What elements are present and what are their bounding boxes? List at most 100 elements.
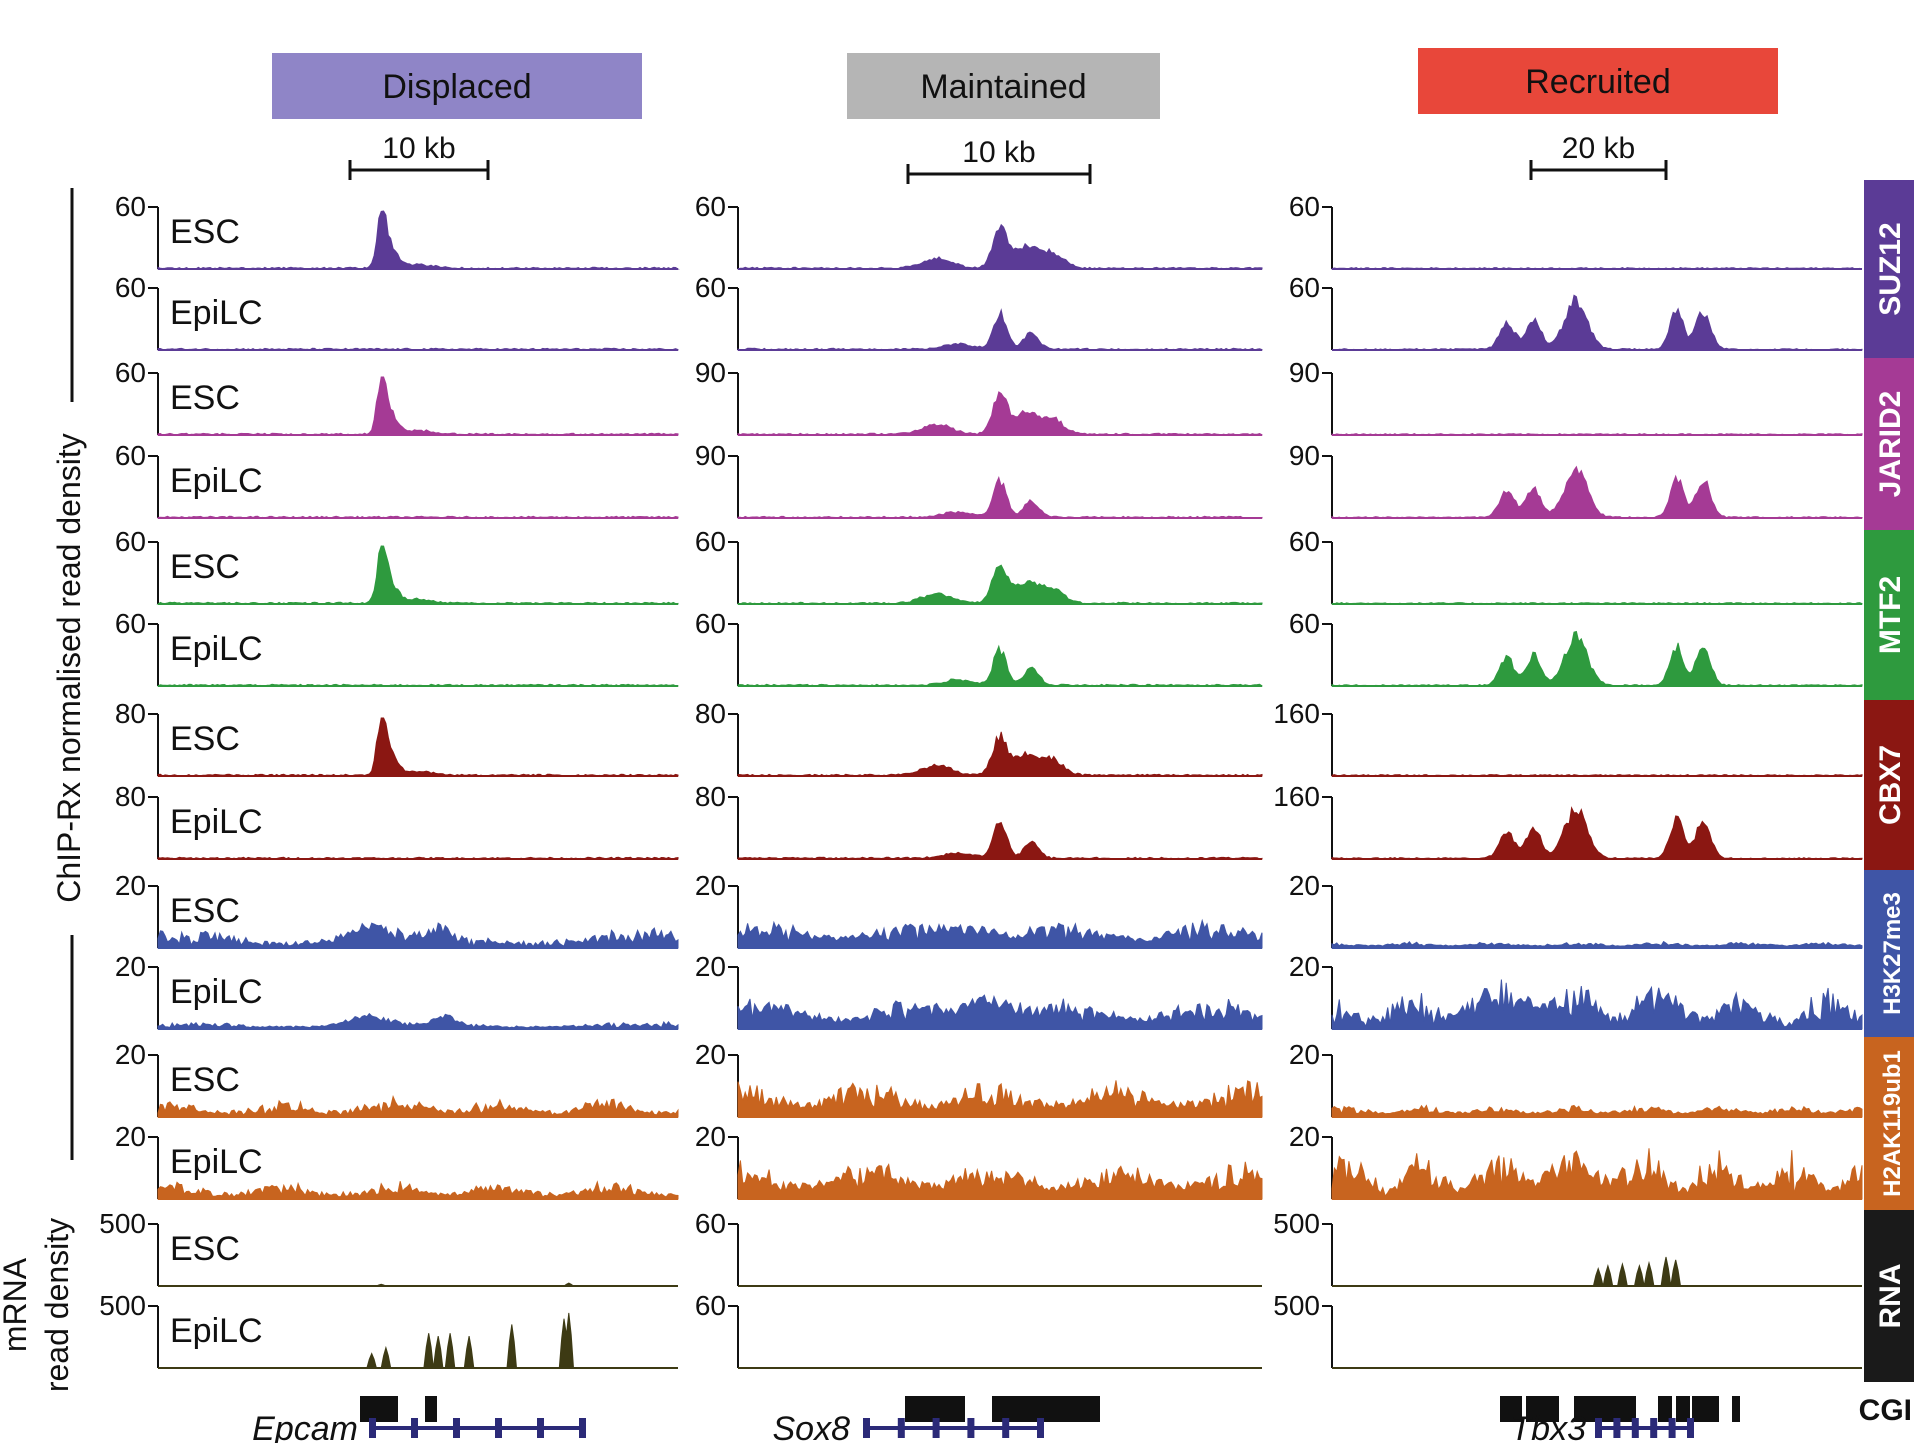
side-bar-box — [1864, 358, 1914, 530]
track-rna-epilc-maintained: 60 — [695, 1290, 1262, 1369]
scale-bar-displaced: 10 kb — [348, 132, 490, 180]
y-axis-max-label: 60 — [695, 272, 726, 303]
condition-label: EpiLC — [170, 1143, 263, 1181]
y-axis-max-label: 90 — [1289, 440, 1320, 471]
y-axis-max-label: 80 — [695, 781, 726, 812]
track-h2ak119ub1-epilc-recruited: 20 — [1289, 1121, 1863, 1200]
y-axis-max-label: 160 — [1273, 781, 1320, 812]
gene-name-label: Sox8 — [773, 1410, 851, 1443]
track-cbx7-epilc-maintained: 80 — [695, 781, 1263, 860]
signal-area — [1331, 979, 1863, 1030]
track-h2ak119ub1-esc-maintained: 20 — [695, 1039, 1263, 1118]
tracks: 60 ESC 60 60 60 EpiLC 60 60 60 ESC 90 90 60 EpiLC 90 90… — [99, 191, 1863, 1369]
track-rna-esc-maintained: 60 — [695, 1208, 1262, 1287]
track-cbx7-epilc-displaced: 80 EpiLC — [115, 781, 679, 860]
scale-bar-label: 10 kb — [962, 136, 1035, 169]
scale-bar-label: 10 kb — [382, 132, 455, 165]
track-mtf2-epilc-displaced: 60 EpiLC — [115, 608, 679, 687]
y-axis-max-label: 90 — [695, 440, 726, 471]
side-bar-h2ak119ub1: H2AK119ub1 — [1864, 1037, 1914, 1210]
condition-label: EpiLC — [170, 462, 263, 500]
gene-exon — [1037, 1418, 1044, 1438]
y-axis-max-label: 60 — [115, 272, 146, 303]
track-mtf2-esc-displaced: 60 ESC — [115, 526, 679, 605]
column-header-label: Recruited — [1525, 63, 1671, 101]
side-bar-box — [1864, 870, 1914, 1037]
condition-label: ESC — [170, 213, 240, 251]
side-bar-box — [1864, 1210, 1914, 1382]
y-axis-max-label: 500 — [99, 1290, 146, 1321]
side-bar-h3k27me3: H3K27me3 — [1864, 870, 1914, 1037]
condition-label: ESC — [170, 548, 240, 586]
y-axis-max-label: 80 — [695, 698, 726, 729]
side-bar-box — [1864, 530, 1914, 700]
track-jarid2-epilc-displaced: 60 EpiLC — [115, 440, 679, 519]
gene-exon — [1595, 1418, 1602, 1438]
rna-y-axis-label-line1: mRNA — [0, 1257, 33, 1352]
condition-label: ESC — [170, 1061, 240, 1099]
track-suz12-esc-maintained: 60 — [695, 191, 1263, 270]
side-bar-label: CBX7 — [1874, 745, 1907, 825]
condition-label: ESC — [170, 379, 240, 417]
signal-area — [1331, 630, 1863, 687]
signal-area — [157, 210, 680, 270]
condition-label: ESC — [170, 720, 240, 758]
cgi-block — [360, 1396, 398, 1422]
track-cbx7-esc-recruited: 160 — [1273, 698, 1863, 777]
y-axis-label-group: ChIP-Rx normalised read density mRNA rea… — [0, 188, 87, 1392]
gene-exon — [1687, 1418, 1694, 1438]
y-axis-max-label: 500 — [1273, 1208, 1320, 1239]
gene-model-epcam: Epcam — [252, 1396, 586, 1443]
condition-label: ESC — [170, 1230, 240, 1268]
track-h2ak119ub1-esc-displaced: 20 ESC — [115, 1039, 679, 1118]
track-h2ak119ub1-epilc-maintained: 20 — [695, 1121, 1263, 1200]
track-suz12-epilc-maintained: 60 — [695, 272, 1263, 351]
track-h2ak119ub1-esc-recruited: 20 — [1289, 1039, 1863, 1118]
track-cbx7-epilc-recruited: 160 — [1273, 781, 1863, 860]
cgi-block — [1574, 1396, 1636, 1422]
gene-exon — [411, 1418, 418, 1438]
y-axis-max-label: 20 — [695, 1121, 726, 1152]
gene-exon — [863, 1418, 870, 1438]
y-axis-max-label: 20 — [695, 1039, 726, 1070]
side-bar-label: RNA — [1874, 1264, 1907, 1329]
signal-area — [157, 922, 679, 949]
track-cbx7-esc-displaced: 80 ESC — [115, 698, 679, 777]
scale-bars: 10 kb 10 kb 20 kb — [348, 132, 1668, 184]
y-axis-max-label: 20 — [1289, 870, 1320, 901]
column-header-box — [1418, 48, 1778, 114]
condition-label: EpiLC — [170, 1312, 263, 1350]
signal-area — [737, 1080, 1263, 1118]
side-bar-label: H2AK119ub1 — [1879, 1050, 1906, 1197]
gene-exon — [1631, 1418, 1639, 1438]
chip-y-axis-label: ChIP-Rx normalised read density — [51, 433, 87, 903]
condition-label: ESC — [170, 892, 240, 930]
column-header-label: Displaced — [382, 68, 531, 106]
signal-area — [737, 918, 1263, 949]
gene-exon — [453, 1418, 460, 1438]
signal-area — [737, 644, 1263, 687]
signal-area — [1331, 806, 1863, 860]
gene-exon — [967, 1418, 975, 1438]
signal-area — [737, 308, 1263, 351]
track-jarid2-epilc-recruited: 90 — [1289, 440, 1863, 519]
track-suz12-epilc-recruited: 60 — [1289, 272, 1863, 351]
y-axis-max-label: 90 — [1289, 357, 1320, 388]
y-axis-max-label: 500 — [99, 1208, 146, 1239]
side-bar-box — [1864, 1037, 1914, 1210]
y-axis-max-label: 60 — [115, 191, 146, 222]
track-h3k27me3-epilc-displaced: 20 EpiLC — [115, 951, 679, 1030]
column-header-recruited: Recruited — [1418, 48, 1778, 114]
condition-label: EpiLC — [170, 803, 263, 841]
signal-area — [737, 475, 1263, 519]
column-header-displaced: Displaced — [272, 53, 642, 119]
cgi-block — [992, 1396, 1100, 1422]
y-axis-max-label: 160 — [1273, 698, 1320, 729]
gene-annotations: Epcam Sox8 Tbx3 CGI — [252, 1394, 1912, 1443]
cgi-block — [1676, 1396, 1690, 1422]
y-axis-max-label: 20 — [1289, 1039, 1320, 1070]
gene-exon — [1002, 1418, 1010, 1438]
side-bar-box — [1864, 700, 1914, 870]
side-bar-label: JARID2 — [1874, 391, 1907, 498]
gene-model-sox8: Sox8 — [773, 1396, 1100, 1443]
